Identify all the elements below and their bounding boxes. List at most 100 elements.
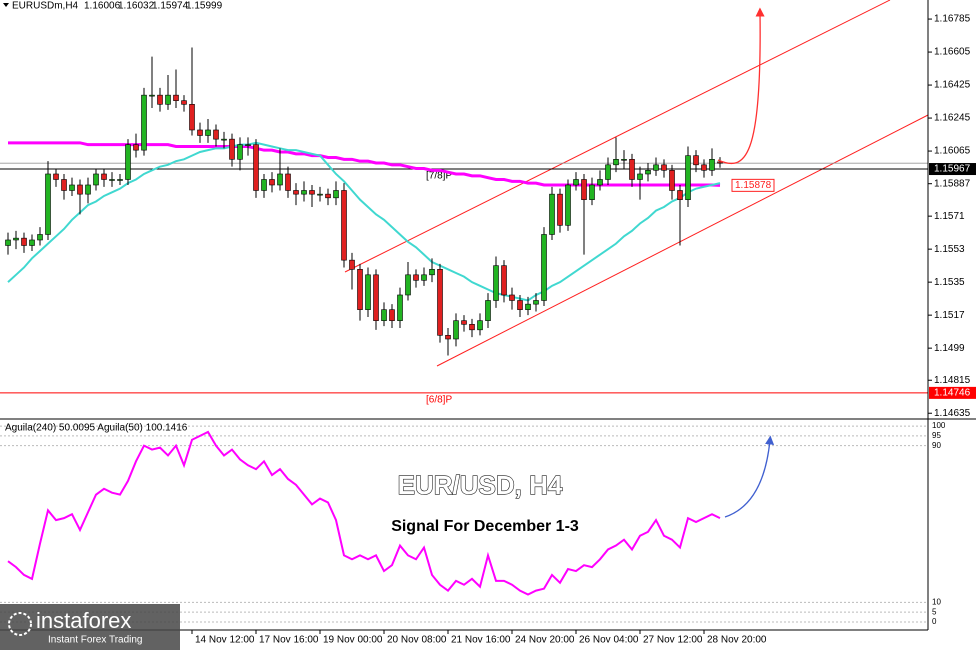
price-box-label: 1.14746: [934, 388, 971, 399]
candle-body: [45, 173, 51, 235]
candle-body: [477, 320, 483, 331]
y-tick-label: 1.16245: [934, 113, 971, 124]
candle-body: [501, 265, 507, 296]
candle-body: [157, 94, 163, 105]
candle-body: [261, 179, 267, 191]
candle-body: [653, 164, 659, 171]
candle-body: [469, 324, 475, 331]
candle-body: [557, 193, 563, 226]
ma-value-box: [731, 178, 775, 192]
overlay-title: EUR/USD, H4: [398, 470, 563, 500]
level-label: [6/8]P: [426, 395, 452, 406]
indicator-line: [7, 430, 721, 596]
candle-body: [229, 138, 235, 160]
header-close: 1.15999: [186, 1, 223, 12]
candle-body: [333, 190, 339, 199]
candle-body: [29, 239, 35, 246]
candle-body: [189, 104, 195, 131]
y-tick-label: 1.15887: [934, 178, 971, 189]
moving-average: [7, 141, 721, 302]
candle-body: [141, 94, 147, 151]
candle-body: [309, 190, 315, 195]
y-tick-label: 1.16065: [934, 146, 971, 157]
candle-body: [85, 184, 91, 195]
x-tick-label: 17 Nov 16:00: [259, 635, 319, 646]
arrow: [717, 7, 765, 165]
icon: [3, 3, 9, 7]
y-tick-label: 0: [932, 617, 937, 626]
y-tick-label: 1.16425: [934, 80, 971, 91]
header-high: 1.16032: [118, 1, 155, 12]
level-label: [7/8]P: [426, 171, 452, 182]
y-tick-label: 90: [932, 441, 941, 450]
candle-body: [541, 234, 547, 301]
candle-body: [37, 234, 43, 241]
candle-body: [61, 179, 67, 191]
x-tick-label: 28 Nov 20:00: [707, 635, 767, 646]
candle-body: [93, 173, 99, 186]
candle-body: [661, 164, 667, 171]
candle-body: [13, 237, 19, 241]
candle-body: [597, 179, 603, 186]
candle-body: [317, 193, 323, 196]
candle-body: [677, 190, 683, 200]
candle-body: [101, 173, 107, 180]
candle-body: [181, 100, 187, 105]
x-tick-label: 14 Nov 12:00: [195, 635, 255, 646]
candle-body: [117, 179, 123, 181]
candle-body: [325, 193, 331, 199]
header-open: 1.16006: [84, 1, 121, 12]
y-tick-label: 10: [932, 597, 941, 606]
channel-upper: [344, 0, 891, 273]
candle-body: [365, 274, 371, 310]
logo-tagline: Instant Forex Trading: [48, 635, 143, 646]
logo-icon: [8, 612, 32, 636]
candle-body: [381, 309, 387, 321]
candle-body: [605, 164, 611, 180]
drawings: [344, 0, 929, 367]
indicator-title: Aguila(240) 50.0095 Aguila(50) 100.1416: [5, 423, 188, 434]
candle-body: [53, 173, 59, 180]
logo: instaforex Instant Forex Trading: [0, 604, 180, 650]
candle-body: [349, 259, 355, 270]
price-box-label: 1.15967: [934, 164, 971, 175]
channel-lower: [436, 114, 929, 367]
y-tick-label: 1.1517: [934, 310, 965, 321]
candle-body: [637, 173, 643, 180]
x-tick-label: 24 Nov 20:00: [515, 635, 575, 646]
candle-body: [533, 300, 539, 305]
candle-body: [237, 144, 243, 160]
header-symbol: EURUSDm,H4: [12, 1, 79, 12]
candle-body: [573, 179, 579, 186]
candle-body: [221, 138, 227, 141]
candle-body: [445, 335, 451, 340]
header: EURUSDm,H4 1.16006 1.16032 1.15974 1.159…: [3, 1, 223, 12]
candle-body: [405, 274, 411, 296]
price-box: [929, 163, 976, 176]
candle-body: [109, 179, 115, 181]
candle-body: [133, 144, 139, 151]
candle-body: [549, 193, 555, 235]
y-tick-label: 1.1571: [934, 211, 965, 222]
candle-body: [245, 144, 251, 146]
y-tick-label: 1.1535: [934, 277, 965, 288]
candle-body: [293, 190, 299, 195]
candle-body: [165, 94, 171, 105]
logo-name: instaforex: [36, 608, 131, 633]
y-tick-label: 1.1499: [934, 343, 965, 354]
candle-body: [413, 274, 419, 281]
candle-body: [581, 179, 587, 200]
candle-body: [341, 190, 347, 261]
candle-body: [285, 173, 291, 191]
y-tick-label: 5: [932, 607, 937, 616]
candle-body: [149, 94, 155, 97]
candle-body: [669, 170, 675, 191]
x-tick-label: 19 Nov 00:00: [323, 635, 383, 646]
x-tick-label: 26 Nov 04:00: [579, 635, 639, 646]
candle-body: [621, 159, 627, 161]
candle-body: [277, 173, 283, 186]
candle-body: [645, 170, 651, 175]
overlay-subtitle: Signal For December 1-3: [391, 518, 579, 535]
candle-body: [421, 274, 427, 281]
